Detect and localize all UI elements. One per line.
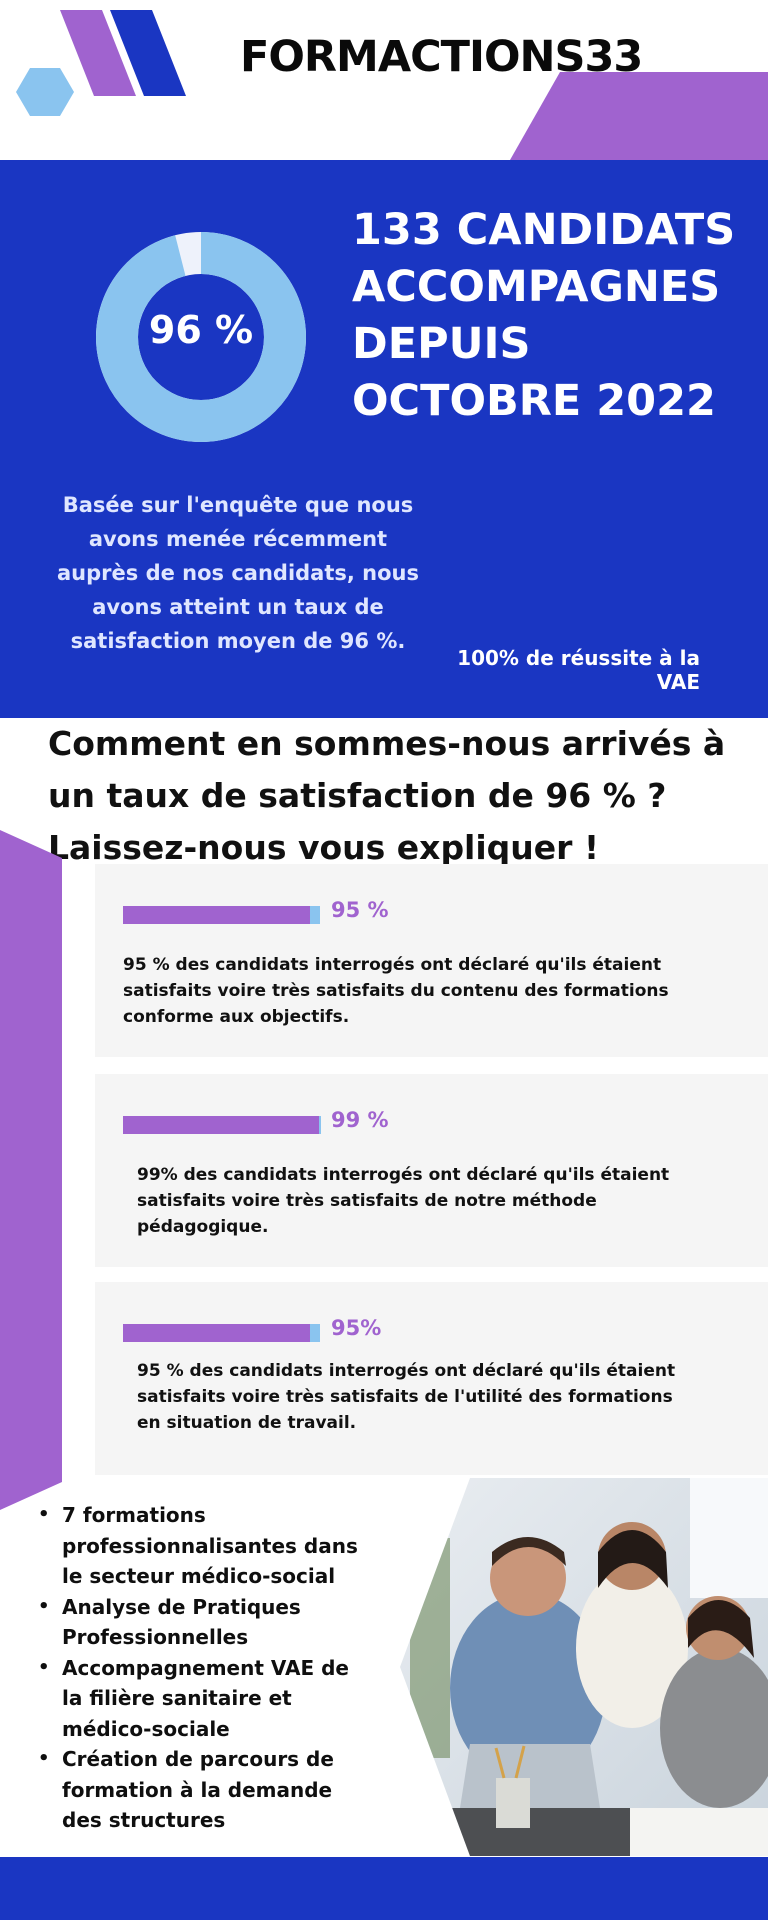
brand-logo	[16, 10, 186, 116]
team-photo	[400, 1478, 768, 1856]
stat-description: 99% des candidats interrogés ont déclaré…	[137, 1165, 670, 1237]
bullet-icon: •	[38, 1656, 50, 1678]
stat-value: 95%	[331, 1316, 382, 1340]
services-list-item: • Accompagnement VAE de la filière sanita…	[28, 1653, 373, 1745]
stat-value: 95 %	[331, 898, 389, 922]
services-list: • 7 formations professionnalisantes dans …	[28, 1500, 373, 1836]
stat-card: 99 % 99% des candidats interrogés ont dé…	[95, 1074, 768, 1267]
donut-arc	[96, 232, 306, 442]
header-accent-shape	[510, 72, 768, 160]
stat-card: 95% 95 % des candidats interrogés ont dé…	[95, 1282, 768, 1475]
progress-bar	[123, 1116, 321, 1134]
bullet-icon: •	[38, 1504, 50, 1525]
services-list-item: • Création de parcours de formation à la …	[28, 1744, 373, 1836]
stat-description: 95 % des candidats interrogés ont déclar…	[137, 1361, 676, 1433]
hero-headline: 133 CANDIDATS ACCOMPAGNES DEPUIS OCTOBRE…	[352, 205, 736, 426]
stat-card: 95 % 95 % des candidats interrogés ont d…	[95, 864, 768, 1057]
footer-bar	[0, 1857, 768, 1920]
side-accent-shape	[0, 830, 62, 1510]
bullet-icon: •	[38, 1748, 50, 1769]
progress-bar	[123, 1324, 320, 1342]
section-title: Comment en sommes-nous arrivés à un taux…	[48, 724, 726, 867]
bullet-icon: •	[38, 1595, 50, 1617]
stat-description: 95 % des candidats interrogés ont déclar…	[123, 955, 669, 1027]
vae-success-text: 100% de réussite à la VAE	[457, 646, 700, 694]
services-list-item: • 7 formations professionnalisantes dans …	[28, 1500, 373, 1592]
hero-description: Basée sur l'enquête que nous avons menée…	[57, 493, 419, 653]
services-list-item: • Analyse de Pratiques Professionnelles	[28, 1592, 373, 1653]
progress-bar	[123, 906, 320, 924]
donut-percent-label: 96 %	[148, 308, 254, 352]
stat-value: 99 %	[331, 1108, 389, 1132]
progress-bar-fill	[123, 1116, 320, 1134]
progress-bar-fill	[123, 1324, 311, 1342]
hero-section: 96 % 133 CANDIDATS ACCOMPAGNES DEPUIS OC…	[0, 160, 768, 718]
progress-bar-fill	[123, 906, 311, 924]
satisfaction-donut-chart	[96, 232, 306, 442]
header: FORMACTIONS33	[0, 0, 768, 160]
